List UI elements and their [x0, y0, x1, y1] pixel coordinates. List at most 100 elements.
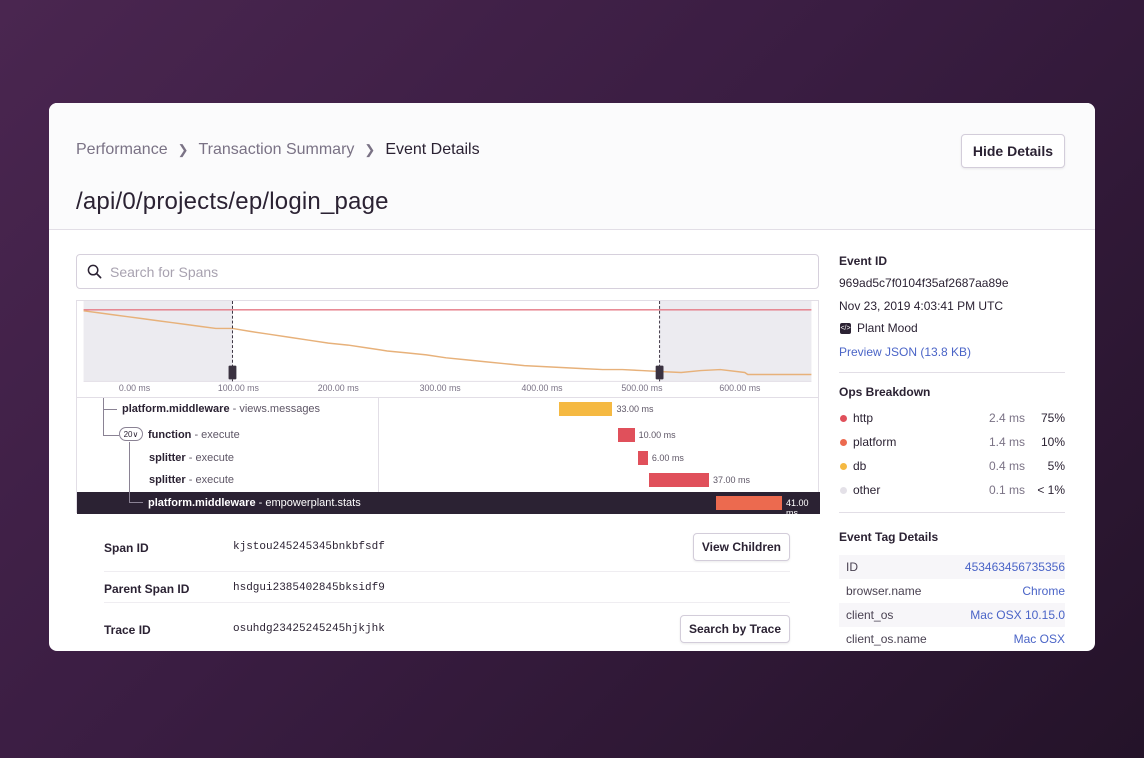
trace-id-label: Trace ID — [104, 623, 151, 637]
trace-id-row: Trace ID osuhdg23425245245hjkjhk Search … — [76, 615, 819, 645]
span-id-value: kjstou245245345bnkbfsdf — [233, 541, 385, 553]
breadcrumb: Performance ❯ Transaction Summary ❯ Even… — [76, 141, 480, 159]
span-bar[interactable] — [638, 451, 648, 465]
search-icon — [87, 264, 102, 279]
minimap-tick-label: 0.00 ms — [119, 383, 151, 393]
tag-key: browser.name — [846, 584, 922, 598]
minimap-window-end-grip[interactable] — [655, 365, 664, 380]
tag-key: ID — [846, 560, 858, 574]
status-dot-icon — [840, 439, 847, 446]
span-op: splitter — [149, 474, 186, 486]
ops-row-http: http 2.4 ms 75% — [839, 411, 1065, 431]
span-bar[interactable] — [715, 496, 782, 510]
hide-details-button[interactable]: Hide Details — [960, 134, 1065, 168]
chevron-right-icon: ❯ — [177, 142, 189, 157]
span-search-box[interactable] — [76, 254, 819, 289]
tag-key: client_os.name — [846, 632, 927, 646]
ops-duration: 0.4 ms — [988, 459, 1025, 473]
breadcrumb-transaction-summary[interactable]: Transaction Summary — [198, 141, 355, 158]
tag-value-link[interactable]: Chrome — [1022, 584, 1065, 598]
span-row[interactable]: splitter - execute 6.00 ms — [77, 447, 820, 469]
span-duration: 33.00 ms — [616, 404, 654, 414]
tag-row: ID 453463456735356 — [839, 555, 1065, 579]
project-name: Plant Mood — [857, 321, 918, 335]
children-count-toggle[interactable]: 20 ∨ — [119, 427, 143, 441]
tag-value-link[interactable]: Mac OSX — [1013, 632, 1065, 646]
divider — [839, 372, 1065, 373]
view-children-button[interactable]: View Children — [692, 533, 790, 561]
preview-json-link[interactable]: Preview JSON (13.8 KB) — [839, 345, 972, 359]
divider — [839, 512, 1065, 513]
trace-id-value: osuhdg23425245245hjkjhk — [233, 623, 385, 635]
search-by-trace-button[interactable]: Search by Trace — [679, 615, 790, 643]
span-bar[interactable] — [559, 402, 613, 416]
ops-row-db: db 0.4 ms 5% — [839, 459, 1065, 479]
minimap-tick-label: 200.00 ms — [318, 383, 360, 393]
status-dot-icon — [840, 463, 847, 470]
event-id-value: 969ad5c7f0104f35af2687aa89e — [839, 276, 1009, 290]
tree-connector — [129, 492, 130, 502]
span-minimap[interactable]: 0.00 ms 100.00 ms 200.00 ms 300.00 ms 40… — [76, 300, 819, 398]
event-id-label: Event ID — [839, 254, 888, 268]
ops-row-platform: platform 1.4 ms 10% — [839, 435, 1065, 455]
tree-connector — [103, 398, 104, 435]
minimap-tick-label: 400.00 ms — [521, 383, 563, 393]
minimap-span-waterfall — [83, 310, 812, 376]
span-bar[interactable] — [618, 428, 635, 442]
breadcrumb-event-details: Event Details — [385, 141, 480, 158]
ops-duration: 2.4 ms — [988, 411, 1025, 425]
tree-connector — [103, 435, 119, 436]
search-input[interactable] — [110, 263, 790, 280]
parent-span-id-label: Parent Span ID — [104, 582, 190, 596]
minimap-window-start-grip[interactable] — [228, 365, 237, 380]
tag-value-link[interactable]: Mac OSX 10.15.0 — [970, 608, 1065, 622]
tag-row: client_os Mac OSX 10.15.0 — [839, 603, 1065, 627]
span-bar[interactable] — [649, 473, 709, 487]
span-row[interactable]: splitter - execute 37.00 ms — [77, 469, 820, 491]
ops-name: http — [853, 411, 874, 425]
span-tree: platform.middleware - views.messages 33.… — [76, 398, 820, 518]
span-description: - execute — [185, 474, 234, 486]
breadcrumb-performance[interactable]: Performance — [76, 141, 168, 158]
divider — [104, 571, 790, 572]
span-duration: 37.00 ms — [712, 475, 750, 485]
span-row-selected[interactable]: platform.middleware - empowerplant.stats… — [77, 492, 820, 518]
event-details-card: Performance ❯ Transaction Summary ❯ Even… — [49, 103, 1095, 651]
minimap-tick-label: 500.00 ms — [621, 383, 663, 393]
ops-name: db — [853, 459, 867, 473]
tree-connector — [103, 409, 117, 410]
span-op: platform.middleware — [148, 497, 256, 509]
span-duration: 41.00 ms — [786, 498, 809, 518]
ops-breakdown-label: Ops Breakdown — [839, 385, 931, 399]
span-duration: 6.00 ms — [651, 453, 684, 463]
event-timestamp: Nov 23, 2019 4:03:41 PM UTC — [839, 299, 1004, 313]
span-description: - views.messages — [229, 403, 321, 415]
span-tree-names-column — [77, 398, 379, 513]
code-icon: </> — [840, 323, 851, 334]
chevron-right-icon: ❯ — [364, 142, 376, 157]
ops-name: other — [853, 483, 881, 497]
divider — [104, 602, 790, 603]
span-op: platform.middleware — [122, 403, 230, 415]
span-duration: 10.00 ms — [638, 430, 676, 440]
ops-name: platform — [853, 435, 897, 449]
span-row[interactable]: platform.middleware - views.messages 33.… — [77, 398, 820, 420]
tag-value-link[interactable]: 453463456735356 — [964, 560, 1065, 574]
ops-duration: 0.1 ms — [988, 483, 1025, 497]
tag-row: client_os.name Mac OSX — [839, 627, 1065, 651]
minimap-tick-label: 300.00 ms — [420, 383, 462, 393]
span-op: function — [148, 429, 192, 441]
span-id-label: Span ID — [104, 541, 149, 555]
span-row[interactable]: 20 ∨ function - execute 10.00 ms — [77, 424, 820, 446]
span-detail-panel: Span ID kjstou245245345bnkbfsdf View Chi… — [76, 513, 819, 651]
minimap-tick-label: 600.00 ms — [719, 383, 761, 393]
tag-key: client_os — [846, 608, 894, 622]
tag-row: browser.name Chrome — [839, 579, 1065, 603]
page-header: Performance ❯ Transaction Summary ❯ Even… — [49, 103, 1095, 230]
span-id-row: Span ID kjstou245245345bnkbfsdf View Chi… — [76, 533, 819, 572]
minimap-shade-right — [659, 301, 812, 382]
ops-percent: 75% — [1040, 411, 1065, 425]
span-description: - execute — [191, 429, 240, 441]
span-description: - execute — [185, 452, 234, 464]
ops-percent: 10% — [1040, 435, 1065, 449]
